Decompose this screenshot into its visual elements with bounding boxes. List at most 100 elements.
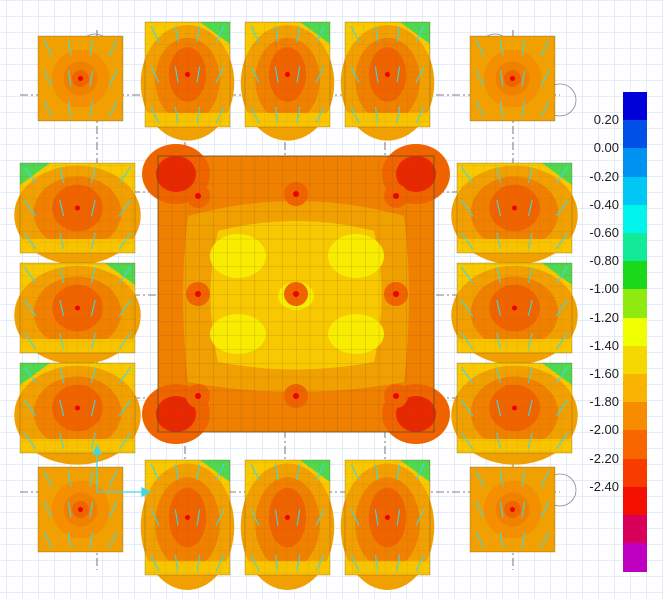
vector-arrow bbox=[43, 39, 53, 57]
pile-caps[interactable] bbox=[14, 21, 578, 590]
vector-arrow bbox=[150, 66, 160, 83]
vector-arrow bbox=[499, 39, 504, 57]
vector-arrow bbox=[396, 463, 401, 481]
legend-tick-label: -1.00 bbox=[589, 281, 619, 297]
vector-arrow bbox=[496, 332, 502, 350]
vector-arrow bbox=[555, 232, 569, 250]
vector-arrow bbox=[59, 299, 65, 317]
vector-arrow bbox=[89, 470, 94, 488]
vector-arrow bbox=[540, 501, 550, 518]
vector-arrow bbox=[67, 501, 72, 518]
vector-arrow bbox=[118, 332, 132, 350]
vector-arrow bbox=[118, 399, 132, 417]
vector-arrow bbox=[415, 554, 425, 572]
vector-arrow bbox=[118, 299, 132, 317]
raft-border bbox=[157, 155, 435, 433]
pile-cap bbox=[451, 362, 578, 465]
vector-arrow bbox=[527, 232, 533, 250]
vector-arrow bbox=[196, 509, 201, 526]
vector-arrow bbox=[527, 332, 533, 350]
vector-arrow bbox=[296, 106, 301, 124]
pile-cap bbox=[340, 459, 435, 590]
vector-arrow bbox=[23, 432, 37, 450]
vector-arrow bbox=[521, 39, 526, 57]
pile-cap-border bbox=[37, 35, 124, 122]
vector-arrow bbox=[274, 463, 279, 481]
legend-tick-label: -1.60 bbox=[589, 366, 619, 381]
pile-point bbox=[185, 515, 190, 520]
pile-point bbox=[512, 305, 517, 311]
vector-arrow bbox=[90, 166, 96, 184]
vector-arrow bbox=[90, 432, 96, 450]
vector-arrow bbox=[521, 531, 526, 549]
vector-arrow bbox=[250, 509, 260, 526]
vector-arrow bbox=[59, 399, 65, 417]
vector-arrow bbox=[499, 470, 504, 488]
pile-cap bbox=[451, 262, 578, 365]
vector-arrow bbox=[150, 25, 160, 43]
vector-arrow bbox=[23, 166, 37, 184]
vector-arrow bbox=[415, 509, 425, 526]
pile-cap bbox=[140, 459, 235, 590]
vector-arrow bbox=[350, 25, 360, 43]
vector-arrow bbox=[460, 232, 474, 250]
pile-cap bbox=[14, 162, 141, 265]
vector-arrow bbox=[59, 166, 65, 184]
vector-arrow bbox=[521, 501, 526, 518]
vector-arrow bbox=[527, 432, 533, 450]
vector-arrow bbox=[374, 66, 379, 83]
vector-arrow bbox=[67, 70, 72, 87]
vector-arrow bbox=[555, 332, 569, 350]
vector-arrow bbox=[196, 463, 201, 481]
pile-cap bbox=[469, 35, 556, 122]
vector-arrow bbox=[374, 509, 379, 526]
vector-arrow bbox=[315, 106, 325, 124]
pile-point bbox=[385, 515, 390, 520]
pile-cap-border bbox=[144, 459, 231, 576]
vector-arrow bbox=[496, 232, 502, 250]
vector-arrow bbox=[174, 66, 179, 83]
legend-swatch bbox=[623, 345, 647, 375]
vector-arrows bbox=[23, 25, 569, 572]
vector-arrow bbox=[296, 509, 301, 526]
pile-cap-border bbox=[469, 466, 556, 553]
vector-arrow bbox=[460, 332, 474, 350]
vector-arrow bbox=[499, 70, 504, 87]
vector-arrow bbox=[475, 470, 485, 488]
vector-arrow bbox=[59, 432, 65, 450]
vector-arrow bbox=[499, 100, 504, 118]
pile-cap bbox=[37, 466, 124, 553]
color-legend: 0.20 0.00 -0.20 -0.40 -0.60 -0.80 -1.00 -1.20 -1… bbox=[585, 90, 660, 585]
legend-swatch bbox=[623, 204, 647, 234]
vector-arrow bbox=[59, 266, 65, 284]
pile-cap bbox=[469, 466, 556, 553]
central-mat-foundation[interactable] bbox=[142, 144, 450, 444]
pile-cap bbox=[340, 21, 435, 141]
vector-arrow bbox=[496, 399, 502, 417]
vector-arrow bbox=[196, 106, 201, 124]
vector-arrow bbox=[23, 399, 37, 417]
pile-point bbox=[510, 507, 515, 512]
vector-arrow bbox=[350, 66, 360, 83]
vector-arrow bbox=[59, 232, 65, 250]
vector-arrow bbox=[396, 509, 401, 526]
legend-swatch bbox=[623, 289, 647, 319]
legend-tick-label: -2.00 bbox=[589, 422, 619, 438]
pile-point bbox=[512, 405, 517, 411]
vector-arrow bbox=[496, 366, 502, 384]
vector-arrow bbox=[527, 299, 533, 317]
pile-point bbox=[75, 205, 80, 211]
vector-arrow bbox=[90, 366, 96, 384]
vector-arrow bbox=[274, 509, 279, 526]
vector-arrow bbox=[475, 501, 485, 518]
legend-swatch bbox=[623, 92, 647, 121]
pile-cap-border bbox=[469, 35, 556, 122]
vector-arrow bbox=[108, 470, 118, 488]
pile-point bbox=[185, 72, 190, 77]
legend-swatch bbox=[623, 233, 647, 262]
vector-arrow bbox=[174, 463, 179, 481]
vector-arrow bbox=[496, 266, 502, 284]
vector-arrow bbox=[315, 463, 325, 481]
vector-arrow bbox=[250, 106, 260, 124]
